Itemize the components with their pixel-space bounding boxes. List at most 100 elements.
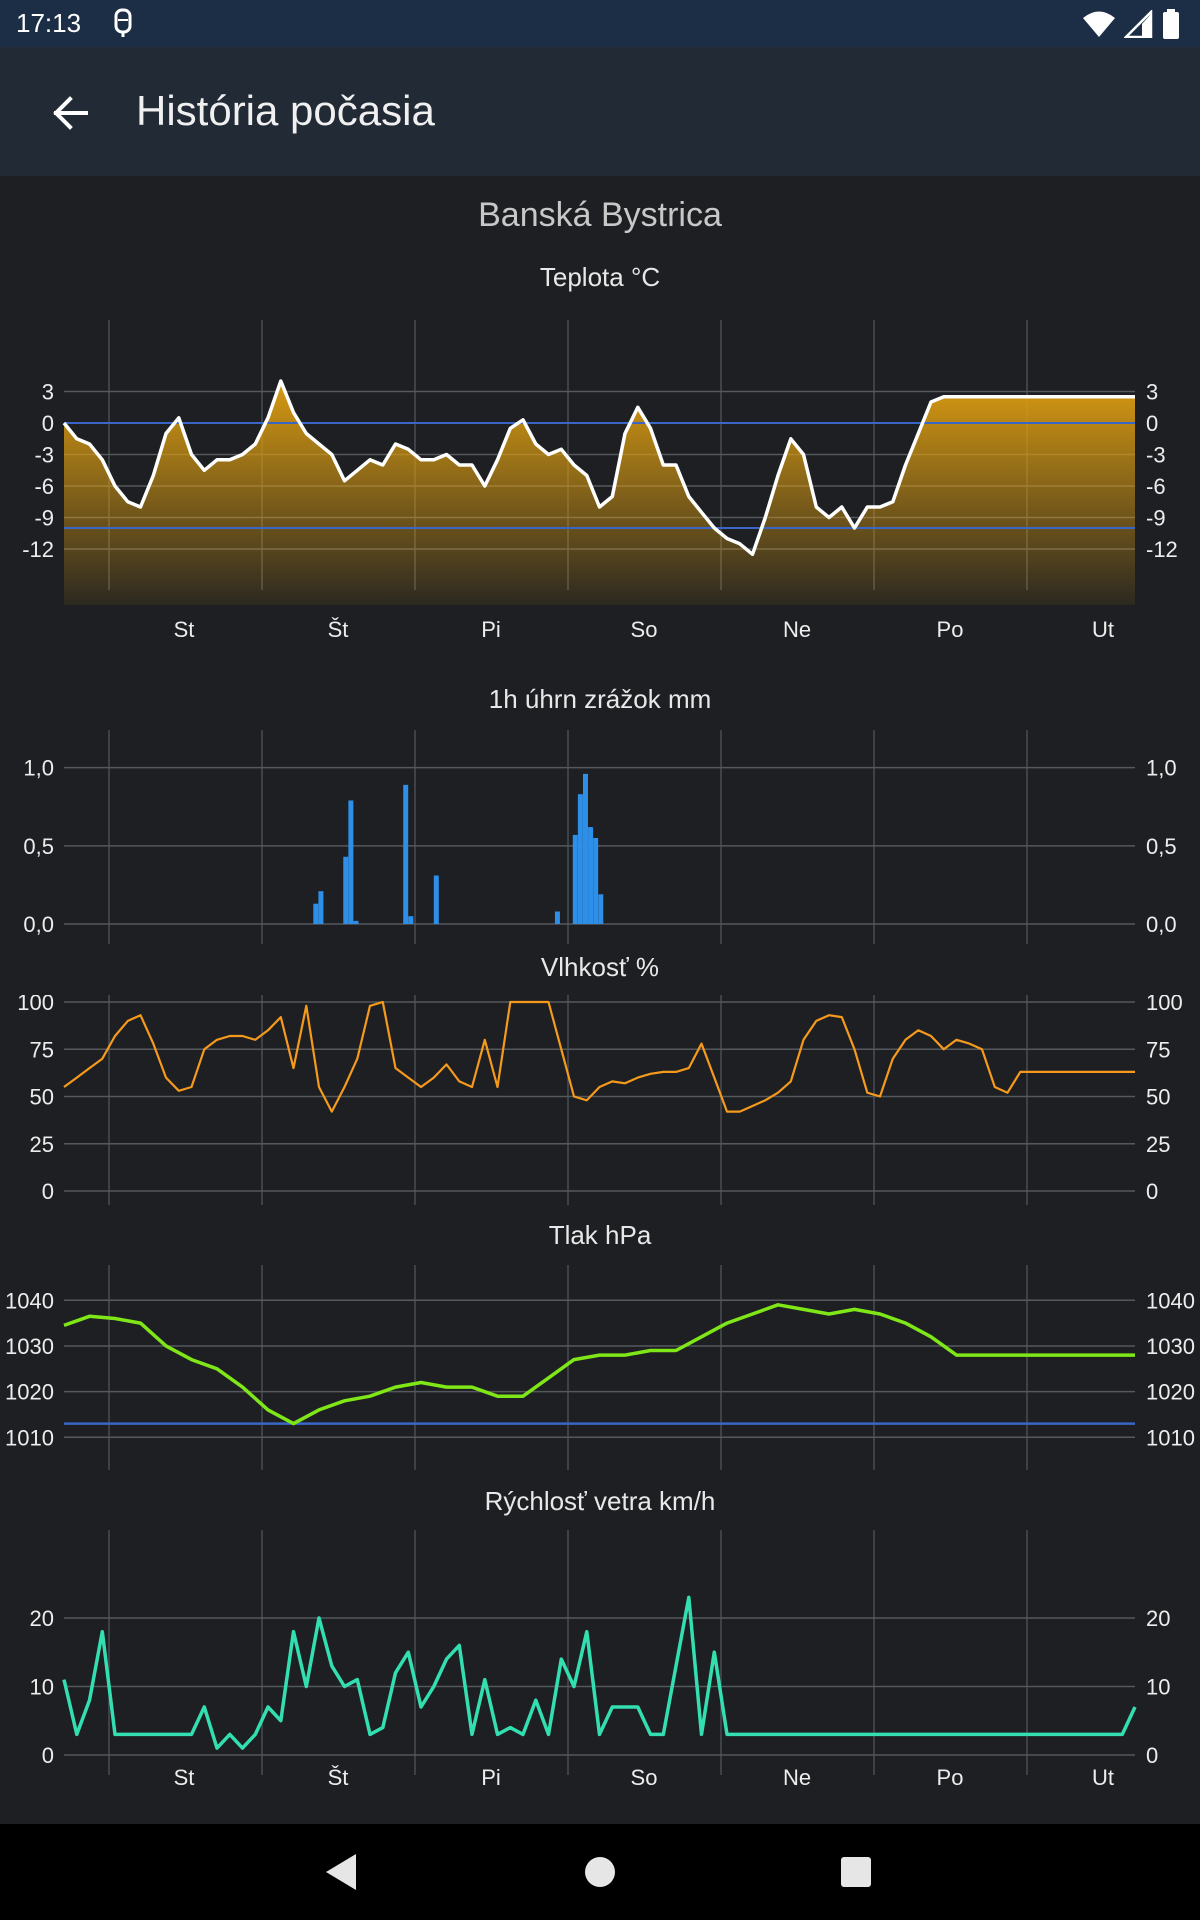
y-tick-label-left: 1030 xyxy=(5,1334,54,1359)
precipitation-bar xyxy=(318,891,324,924)
y-tick-label-left: 0,5 xyxy=(23,834,54,859)
y-tick-label-left: -12 xyxy=(22,537,54,562)
nav-recents-icon[interactable] xyxy=(830,1846,882,1898)
y-tick-label-right: -9 xyxy=(1146,506,1166,531)
y-tick-label-right: -6 xyxy=(1146,474,1166,499)
page-title: História počasia xyxy=(136,87,435,134)
y-tick-label-left: 50 xyxy=(30,1085,54,1110)
back-arrow-icon[interactable] xyxy=(44,91,98,135)
x-day-label-Ne: Ne xyxy=(783,617,811,642)
y-tick-label-right: -3 xyxy=(1146,443,1166,468)
status-time: 17:13 xyxy=(16,8,82,38)
y-tick-label-left: 0 xyxy=(42,411,54,436)
temperature-line xyxy=(62,379,1135,557)
temperature-area xyxy=(64,381,1135,605)
humidity-line xyxy=(63,1000,1135,1113)
precipitation-bar xyxy=(348,800,354,924)
precipitation-bar xyxy=(577,794,583,924)
y-tick-label-right: 25 xyxy=(1146,1132,1170,1157)
y-tick-label-right: -12 xyxy=(1146,537,1178,562)
y-tick-label-right: 1,0 xyxy=(1146,756,1177,781)
y-tick-label-left: 1,0 xyxy=(23,756,54,781)
precipitation-bar xyxy=(582,773,588,924)
x-day-label-St: St xyxy=(174,617,195,642)
x-day-label-So: So xyxy=(631,617,658,642)
x-day-label-Ut: Ut xyxy=(1092,617,1114,642)
pressure-chart-title: Tlak hPa xyxy=(548,1220,652,1250)
navigation-bar xyxy=(0,1824,1200,1920)
precipitation-bar xyxy=(343,856,349,924)
nav-home-icon[interactable] xyxy=(574,1846,626,1898)
x-day-label-Pi: Pi xyxy=(481,617,501,642)
precipitation-chart: 1,0 1,0 0,5 0,5 0,0 0,0 xyxy=(23,730,1177,944)
wifi-icon xyxy=(1083,11,1115,37)
y-tick-label-left: 20 xyxy=(30,1606,54,1631)
precipitation-bar xyxy=(588,827,594,924)
y-tick-label-right: 10 xyxy=(1146,1674,1170,1699)
y-tick-label-right: 100 xyxy=(1146,995,1183,1015)
precipitation-bar xyxy=(353,920,359,924)
precipitation-bar xyxy=(433,875,439,924)
y-tick-label-left: 100 xyxy=(17,995,54,1015)
y-tick-label-right: 1040 xyxy=(1146,1288,1195,1313)
precipitation-bar xyxy=(572,834,578,924)
x-day-label-Ne: Ne xyxy=(783,1765,811,1785)
x-day-label-Ut: Ut xyxy=(1092,1765,1114,1785)
pressure-line xyxy=(63,1303,1135,1426)
pressure-chart: 1040 1040 1030 1030 1020 1020 1010 1010 xyxy=(5,1265,1195,1470)
y-tick-label-right: 0 xyxy=(1146,411,1158,436)
nav-back-icon[interactable] xyxy=(316,1846,368,1898)
precipitation-bar xyxy=(598,894,604,924)
location-name: Banská Bystrica xyxy=(478,196,722,234)
battery-icon xyxy=(1163,9,1179,39)
x-day-label-Št: Št xyxy=(328,617,349,642)
precipitation-chart-title: 1h úhrn zrážok mm xyxy=(488,684,712,714)
precipitation-bar xyxy=(313,903,319,924)
x-day-label-So: So xyxy=(631,1765,658,1785)
x-day-label-Št: Št xyxy=(328,1765,349,1785)
precipitation-bar xyxy=(554,911,560,924)
x-day-label-Po: Po xyxy=(937,617,964,642)
y-tick-label-left: 0 xyxy=(42,1743,54,1768)
signal-icon xyxy=(1124,10,1153,38)
y-tick-label-left: 0 xyxy=(42,1179,54,1204)
y-tick-label-right: 0,0 xyxy=(1146,912,1177,937)
humidity-chart-title: Vlhkosť % xyxy=(540,952,660,982)
temperature-chart: 3 3 0 0 -3 -3 -6 -6 -9 -9 -12 -12 St Št Pi So Ne Po Ut xyxy=(22,320,1178,642)
y-tick-label-right: 0 xyxy=(1146,1179,1158,1204)
x-day-label-St: St xyxy=(174,1765,195,1785)
wind-line xyxy=(62,1595,1137,1750)
temperature-chart-title: Teplota °C xyxy=(539,262,661,292)
app-bar: História počasia xyxy=(0,47,1200,176)
humidity-chart: 100 100 75 75 50 50 25 25 0 0 xyxy=(17,995,1183,1205)
y-tick-label-right: 50 xyxy=(1146,1085,1170,1110)
y-tick-label-left: 10 xyxy=(30,1674,54,1699)
y-tick-label-left: -3 xyxy=(34,443,54,468)
y-tick-label-left: 3 xyxy=(42,380,54,405)
y-tick-label-left: -6 xyxy=(34,474,54,499)
system-icons xyxy=(1082,8,1180,40)
y-tick-label-right: 0 xyxy=(1146,1743,1158,1768)
y-tick-label-left: 1040 xyxy=(5,1288,54,1313)
y-tick-label-right: 0,5 xyxy=(1146,834,1177,859)
y-tick-label-left: 0,0 xyxy=(23,912,54,937)
y-tick-label-left: 1010 xyxy=(5,1425,54,1450)
x-day-label-Po: Po xyxy=(937,1765,964,1785)
precipitation-bar xyxy=(593,838,599,924)
x-day-label-Pi: Pi xyxy=(481,1765,501,1785)
status-bar: 17:13 xyxy=(0,0,1200,47)
notification-icon xyxy=(114,8,132,37)
y-tick-label-left: 75 xyxy=(30,1037,54,1062)
y-tick-label-left: -9 xyxy=(34,506,54,531)
y-tick-label-right: 20 xyxy=(1146,1606,1170,1631)
precipitation-bar xyxy=(403,784,409,924)
wind-chart-title: Rýchlosť vetra km/h xyxy=(484,1486,716,1516)
wind-chart: 20 20 10 10 0 0 St Št Pi So Ne Po Ut xyxy=(30,1530,1170,1785)
precipitation-bar xyxy=(408,916,414,924)
y-tick-label-right: 1030 xyxy=(1146,1334,1195,1359)
y-tick-label-right: 75 xyxy=(1146,1037,1170,1062)
y-tick-label-right: 1020 xyxy=(1146,1380,1195,1405)
y-tick-label-right: 1010 xyxy=(1146,1425,1195,1450)
y-tick-label-left: 25 xyxy=(30,1132,54,1157)
y-tick-label-right: 3 xyxy=(1146,380,1158,405)
